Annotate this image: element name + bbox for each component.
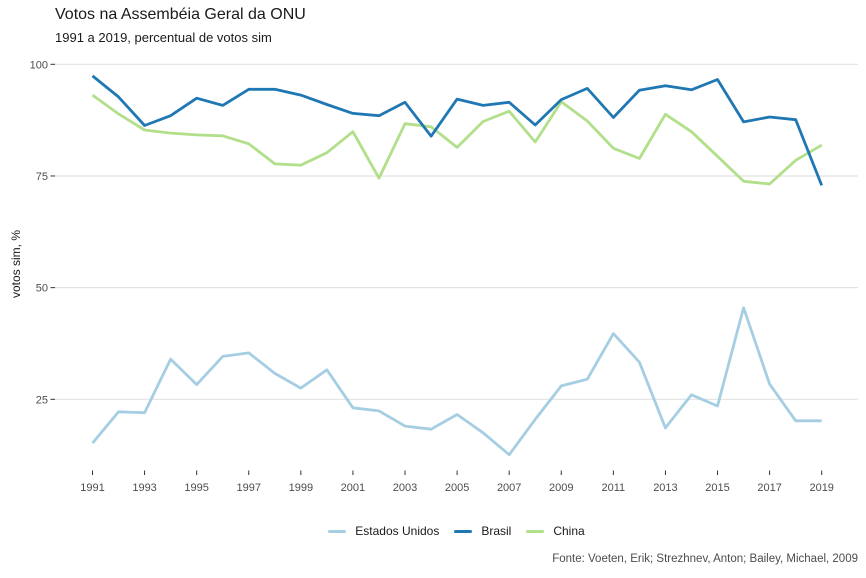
x-tick-label-2001: 2001: [341, 482, 365, 494]
x-tick-label-2009: 2009: [549, 482, 573, 494]
chart-subtitle: 1991 a 2019, percentual de votos sim: [55, 30, 272, 45]
y-tick-label-50: 50: [36, 283, 48, 295]
line-estados-unidos: [91, 306, 822, 457]
legend-label-estados-unidos: Estados Unidos: [355, 524, 440, 538]
y-tick-label-75: 75: [36, 171, 48, 183]
x-tick-label-2019: 2019: [809, 482, 833, 494]
x-tick-label-2015: 2015: [705, 482, 729, 494]
line-china: [91, 93, 823, 186]
legend-item-china: China: [526, 524, 585, 538]
y-tick-label-25: 25: [36, 394, 48, 406]
legend-swatch-china: [526, 529, 545, 533]
x-tick-label-1997: 1997: [237, 482, 261, 494]
legend-label-china: China: [553, 524, 585, 538]
chart-title: Votos na Assembéia Geral da ONU: [55, 6, 306, 23]
x-tick-label-1995: 1995: [184, 482, 208, 494]
line-brasil: [91, 74, 824, 186]
x-tick-label-2011: 2011: [602, 482, 626, 494]
y-tick-label-100: 100: [30, 59, 48, 71]
x-tick-label-1991: 1991: [80, 482, 104, 494]
legend-item-estados-unidos: Estados Unidos: [328, 524, 439, 538]
x-tick-label-2017: 2017: [757, 482, 781, 494]
x-tick-label-1993: 1993: [132, 482, 156, 494]
x-tick-label-2007: 2007: [497, 482, 521, 494]
x-tick-label-2013: 2013: [653, 482, 677, 494]
legend-swatch-brasil: [454, 529, 473, 533]
plot-area: 25 50 75 100 1991 1993 1995 1997 1999 2001 2003 200…: [30, 59, 858, 494]
legend-label-brasil: Brasil: [481, 524, 512, 538]
x-tick-label-2003: 2003: [393, 482, 417, 494]
source-caption: Fonte: Voeten, Erik; Strezhnev, Anton; B…: [552, 553, 858, 565]
x-tick-label-2005: 2005: [445, 482, 469, 494]
legend: Estados Unidos Brasil China: [55, 521, 858, 541]
legend-item-brasil: Brasil: [454, 524, 511, 538]
legend-swatch-estados-unidos: [328, 529, 347, 533]
x-tick-label-1999: 1999: [289, 482, 313, 494]
